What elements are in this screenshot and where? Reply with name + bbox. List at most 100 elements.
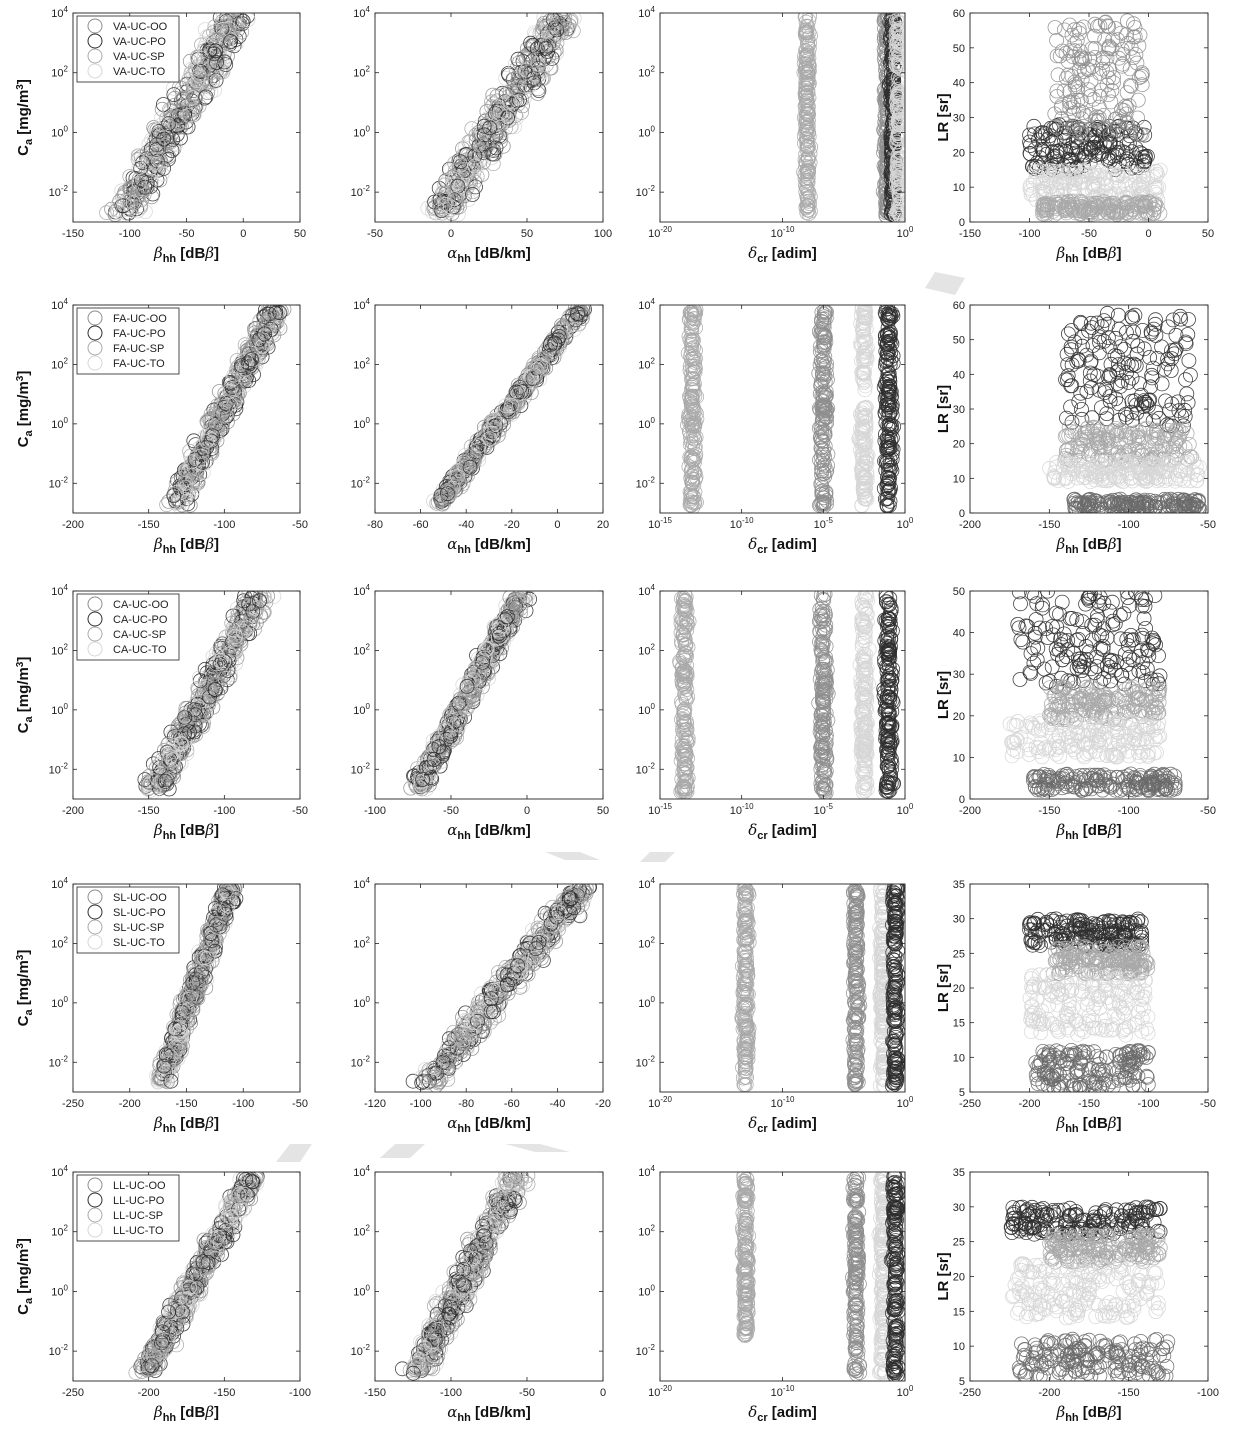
point-OO bbox=[1129, 126, 1145, 142]
point-PO bbox=[1057, 132, 1072, 148]
point-SP bbox=[185, 102, 201, 118]
point-PO bbox=[1074, 132, 1090, 147]
point-TO bbox=[891, 197, 905, 213]
point-OO bbox=[164, 126, 180, 142]
point-TO bbox=[509, 383, 525, 399]
point-TO bbox=[891, 96, 905, 112]
point-PO bbox=[881, 384, 897, 400]
point-OO bbox=[1158, 500, 1173, 513]
point-SP bbox=[218, 394, 234, 410]
y-tick-label: 104 bbox=[51, 5, 68, 20]
point-OO bbox=[204, 445, 220, 461]
point-SP bbox=[486, 420, 502, 436]
point-PO bbox=[1134, 146, 1150, 162]
point-OO bbox=[818, 310, 834, 326]
point-OO bbox=[812, 386, 828, 402]
point-PO bbox=[512, 92, 527, 108]
point-TO bbox=[1109, 169, 1125, 185]
y-tick-label: 104 bbox=[638, 297, 655, 312]
point-PO bbox=[1102, 393, 1118, 409]
point-TO bbox=[891, 176, 905, 192]
x-axis-label: βhh [dBβ] bbox=[153, 535, 219, 556]
point-SP bbox=[1093, 439, 1109, 455]
point-SP bbox=[799, 106, 814, 121]
point-SP bbox=[800, 190, 816, 206]
point-TO bbox=[1190, 467, 1206, 483]
point-SP bbox=[685, 439, 700, 455]
point-PO bbox=[133, 160, 149, 176]
watermark-stripe-0 bbox=[925, 272, 965, 295]
point-PO bbox=[453, 154, 468, 170]
point-SP bbox=[1061, 419, 1077, 435]
point-SP bbox=[800, 45, 816, 61]
x-tick-label: -100 bbox=[1018, 228, 1040, 240]
point-SP bbox=[1035, 203, 1050, 219]
point-OO bbox=[1104, 83, 1120, 98]
y-tick-label: 10-2 bbox=[351, 475, 371, 490]
legend-label-TO: VA-UC-TO bbox=[113, 66, 166, 78]
point-SP bbox=[687, 403, 703, 419]
point-PO bbox=[1125, 310, 1140, 326]
point-TO bbox=[1048, 175, 1064, 191]
point-PO bbox=[1071, 353, 1087, 369]
point-OO bbox=[1101, 41, 1116, 57]
point-OO bbox=[555, 13, 571, 28]
point-OO bbox=[1070, 79, 1086, 95]
point-TO bbox=[1160, 456, 1175, 472]
point-TO bbox=[185, 483, 201, 499]
point-SP bbox=[1138, 421, 1153, 437]
point-OO bbox=[812, 343, 828, 359]
point-PO bbox=[877, 328, 893, 344]
axes-frame bbox=[374, 12, 604, 223]
point-SP bbox=[1109, 428, 1125, 443]
point-OO bbox=[819, 366, 834, 382]
legend-label-OO: FA-UC-OO bbox=[113, 313, 167, 325]
point-OO bbox=[1049, 33, 1064, 48]
point-SP bbox=[686, 465, 702, 481]
point-SP bbox=[800, 31, 816, 46]
x-tick-label: -100 bbox=[119, 228, 141, 240]
point-SP bbox=[237, 369, 252, 385]
point-PO bbox=[450, 178, 466, 194]
point-SP bbox=[119, 205, 134, 221]
point-SP bbox=[1106, 205, 1122, 221]
point-PO bbox=[1177, 408, 1193, 424]
y-tick-label: 102 bbox=[638, 356, 655, 371]
point-SP bbox=[536, 71, 551, 86]
data-points bbox=[680, 305, 902, 513]
point-PO bbox=[1079, 384, 1095, 400]
point-SP bbox=[466, 454, 482, 470]
x-axis-label: αhh [dB/km] bbox=[447, 535, 531, 556]
y-tick-label: 20 bbox=[953, 147, 965, 159]
point-PO bbox=[1118, 153, 1134, 169]
point-OO bbox=[527, 369, 542, 385]
point-PO bbox=[1110, 375, 1125, 391]
y-tick-label: 104 bbox=[638, 5, 655, 20]
point-PO bbox=[1057, 128, 1073, 144]
point-TO bbox=[1128, 176, 1143, 192]
point-SP bbox=[800, 198, 816, 214]
point-TO bbox=[1110, 454, 1126, 470]
point-SP bbox=[798, 43, 813, 58]
point-OO bbox=[1082, 51, 1098, 67]
y-tick-label: 50 bbox=[953, 43, 965, 55]
point-TO bbox=[521, 79, 537, 94]
point-PO bbox=[880, 477, 896, 493]
point-TO bbox=[853, 407, 868, 422]
y-tick-label: 102 bbox=[353, 65, 370, 80]
point-TO bbox=[891, 86, 905, 102]
point-TO bbox=[1185, 464, 1201, 480]
point-OO bbox=[1067, 43, 1082, 59]
point-TO bbox=[856, 484, 871, 500]
point-SP bbox=[687, 354, 702, 370]
point-TO bbox=[435, 189, 451, 205]
y-axis-label-text: LR [sr] bbox=[935, 93, 952, 141]
point-PO bbox=[1112, 378, 1128, 394]
point-OO bbox=[814, 461, 829, 477]
point-OO bbox=[1084, 41, 1100, 56]
point-OO bbox=[1097, 15, 1113, 31]
point-PO bbox=[525, 371, 541, 387]
point-PO bbox=[877, 433, 893, 449]
